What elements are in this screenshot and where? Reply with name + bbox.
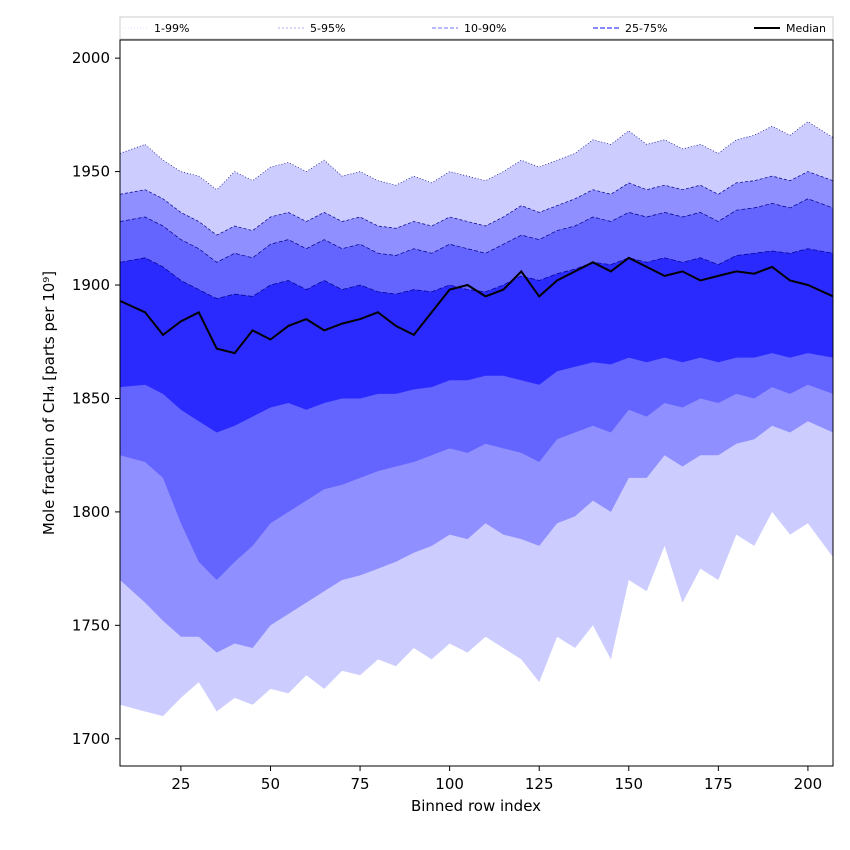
percentile-bands (120, 121, 833, 717)
legend-label: Median (786, 22, 826, 35)
x-tick-label: 50 (261, 775, 280, 793)
series-lines (120, 256, 833, 355)
x-axis-label: Binned row index (411, 797, 541, 815)
x-tick-label: 100 (435, 775, 464, 793)
legend-label: 5-95% (310, 22, 345, 35)
x-axis: 25 50 75 100 125 150 175 200 (171, 766, 822, 793)
plot-frame (119, 39, 834, 767)
band-25-75% (120, 248, 833, 433)
y-tick-label: 1950 (72, 163, 110, 181)
legend-box (119, 16, 834, 40)
x-tick-label: 150 (614, 775, 643, 793)
band-edge-10-90% (120, 198, 833, 263)
x-tick-label: 25 (171, 775, 190, 793)
x-tick-label: 175 (704, 775, 733, 793)
y-tick-label: 1850 (72, 389, 110, 407)
y-tick-label: 1750 (72, 616, 110, 634)
y-axis: 1700 1750 1800 1850 1900 1950 2000 (72, 49, 120, 748)
series-line-median (120, 256, 833, 355)
y-tick-label: 1900 (72, 276, 110, 294)
y-axis-label: Mole fraction of CH₄ [parts per 10⁹] (40, 271, 58, 535)
band-edge-25-75% (120, 248, 833, 299)
legend: 1-99% 5-95% 10-90% 25-75% Median (119, 16, 834, 40)
legend-label: 25-75% (625, 22, 667, 35)
y-tick-label: 2000 (72, 49, 110, 67)
legend-label: 1-99% (154, 22, 189, 35)
x-tick-label: 125 (525, 775, 554, 793)
y-tick-label: 1700 (72, 730, 110, 748)
x-tick-label: 200 (794, 775, 823, 793)
y-tick-label: 1800 (72, 503, 110, 521)
band-edge-5-95% (120, 171, 833, 236)
legend-label: 10-90% (464, 22, 506, 35)
x-tick-label: 75 (351, 775, 370, 793)
